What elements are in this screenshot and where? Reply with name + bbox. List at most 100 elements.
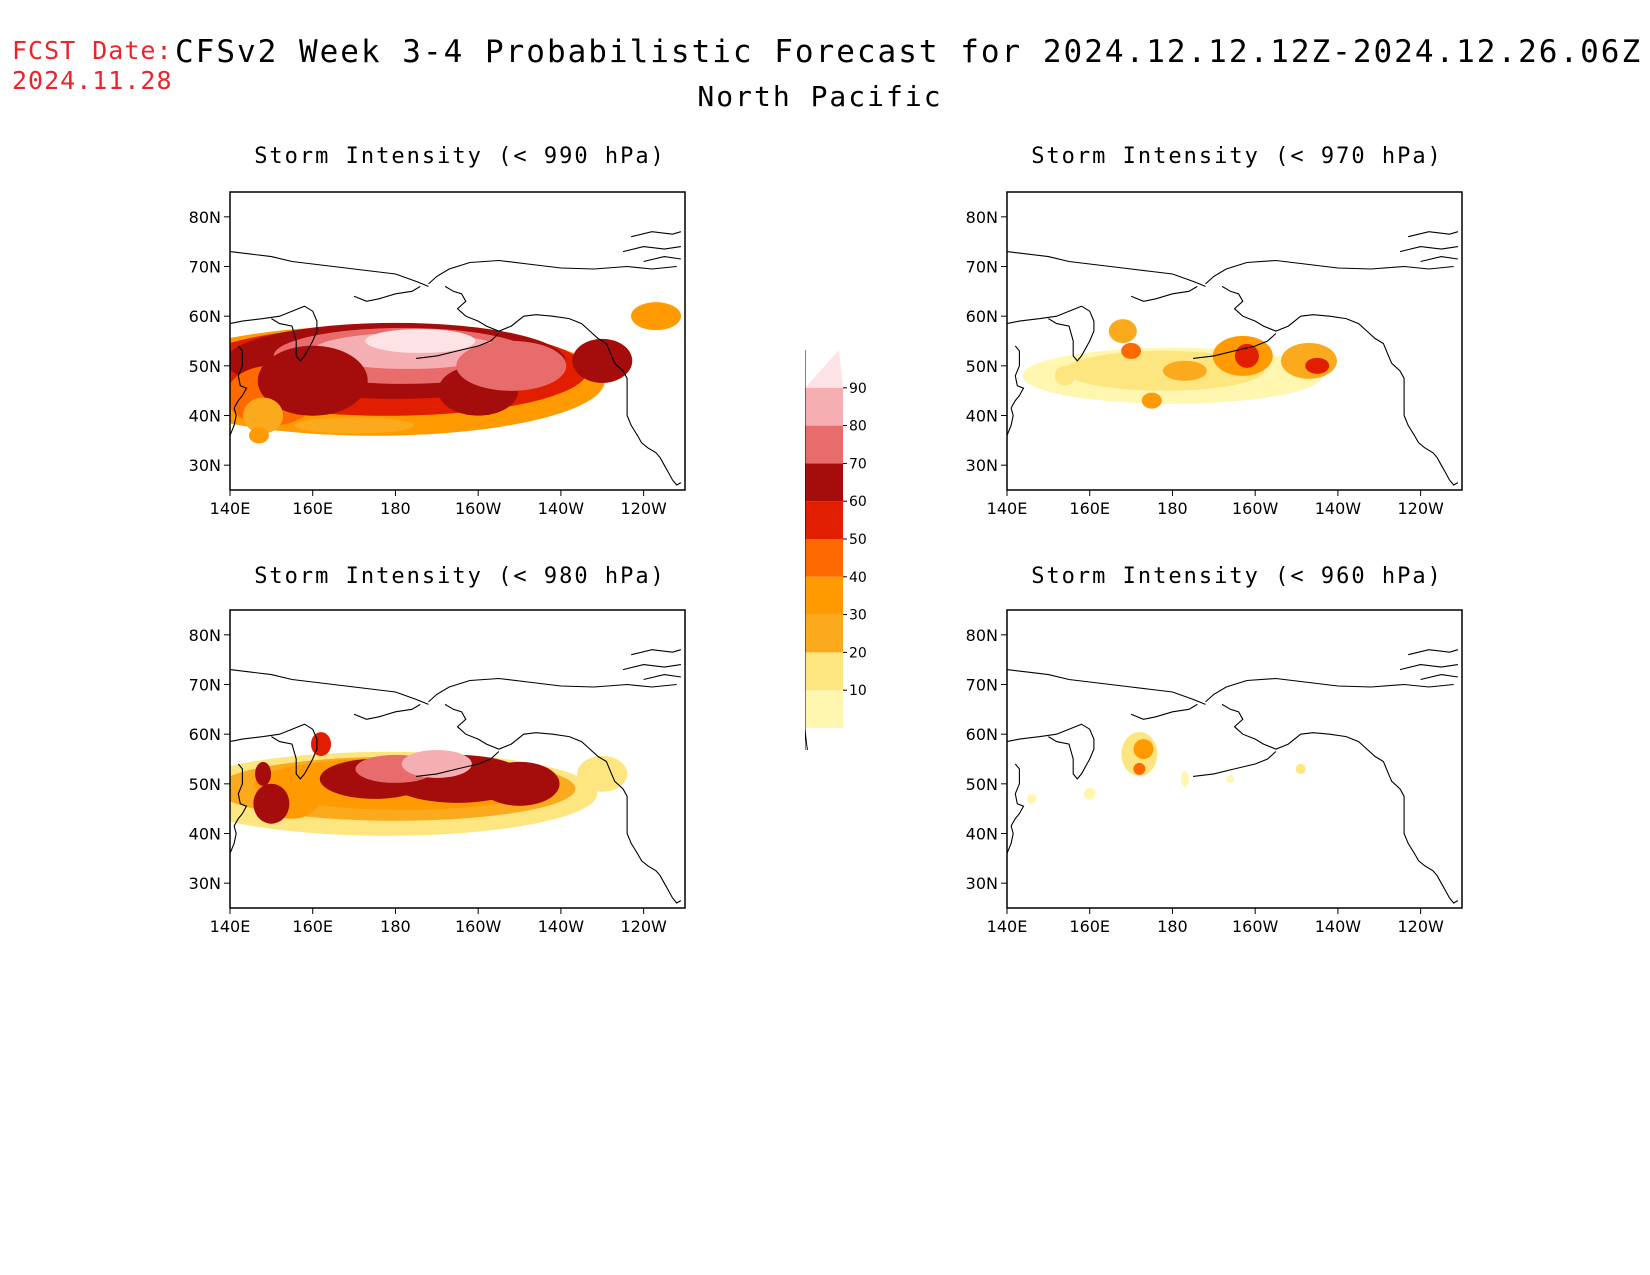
lat-tick-label: 70N bbox=[966, 258, 998, 277]
lat-tick-label: 60N bbox=[189, 725, 221, 744]
lon-tick-label: 140W bbox=[538, 499, 585, 518]
probability-patch bbox=[1226, 774, 1235, 783]
coastline bbox=[229, 251, 429, 287]
colorbar-tick-label: 10 bbox=[849, 683, 867, 699]
main-title: CFSv2 Week 3-4 Probabilistic Forecast fo… bbox=[175, 34, 1643, 70]
lon-tick-label: 160W bbox=[1232, 499, 1279, 518]
coastline bbox=[229, 723, 318, 780]
panel-title-960: Storm Intensity (< 960 hPa) bbox=[1031, 564, 1443, 589]
probability-patch bbox=[1026, 793, 1037, 804]
lon-tick-label: 140E bbox=[987, 917, 1028, 936]
lon-tick-label: 160W bbox=[455, 499, 502, 518]
lat-tick-label: 30N bbox=[189, 874, 221, 893]
coastline bbox=[1193, 751, 1277, 777]
lon-tick-label: 140E bbox=[987, 499, 1028, 518]
coastline bbox=[416, 333, 500, 359]
map-frame bbox=[1006, 191, 1463, 491]
probability-patch bbox=[1162, 360, 1207, 381]
coastline bbox=[444, 285, 682, 486]
lon-tick-label: 140E bbox=[210, 917, 251, 936]
probability-patch bbox=[294, 417, 415, 434]
probability-field bbox=[160, 302, 682, 444]
map-panel-960: 80N 70N 60N 50N 40N 30N 140E 160E 180 160W 140W 120… bbox=[937, 598, 1467, 938]
coastline bbox=[1205, 677, 1454, 703]
colorbar-tick-label: 90 bbox=[849, 381, 867, 397]
lat-tick-label: 40N bbox=[966, 407, 998, 426]
colorbar-tick-label: 30 bbox=[849, 608, 867, 624]
coastline bbox=[1420, 256, 1458, 263]
lon-tick-label: 180 bbox=[1157, 499, 1188, 518]
lon-tick-label: 160W bbox=[1232, 917, 1279, 936]
lat-tick-label: 30N bbox=[189, 456, 221, 475]
coastline bbox=[1130, 703, 1198, 720]
coastline bbox=[1006, 305, 1095, 362]
lat-tick-label: 80N bbox=[966, 626, 998, 645]
probability-patch bbox=[255, 761, 272, 786]
panel-title-980: Storm Intensity (< 980 hPa) bbox=[254, 564, 666, 589]
probability-patch bbox=[257, 345, 368, 416]
colorbar-segment bbox=[805, 576, 843, 615]
coastline bbox=[233, 345, 248, 409]
colorbar-tick-label: 50 bbox=[849, 532, 867, 548]
map-frame bbox=[229, 191, 686, 491]
fcst-label: FCST Date: bbox=[12, 36, 173, 65]
lat-tick-label: 30N bbox=[966, 456, 998, 475]
lon-tick-label: 160W bbox=[455, 917, 502, 936]
map-panel-990: 80N 70N 60N 50N 40N 30N 140E 160E 180 160W 140W 120… bbox=[160, 180, 690, 520]
panel-title-970: Storm Intensity (< 970 hPa) bbox=[1031, 144, 1443, 169]
lon-tick-label: 180 bbox=[1157, 917, 1188, 936]
lat-tick-label: 40N bbox=[189, 825, 221, 844]
probability-patch bbox=[456, 340, 567, 391]
coastline bbox=[631, 231, 682, 238]
lat-tick-label: 60N bbox=[966, 307, 998, 326]
colorbar-tick-label: 40 bbox=[849, 570, 867, 586]
colorbar-segment bbox=[805, 387, 843, 426]
coastline bbox=[622, 246, 681, 253]
colorbar-segment bbox=[805, 690, 843, 728]
coastlines bbox=[229, 231, 682, 486]
lon-tick-label: 140E bbox=[210, 499, 251, 518]
colorbar-segment bbox=[805, 652, 843, 691]
probability-patch bbox=[1133, 762, 1146, 775]
lon-tick-label: 180 bbox=[380, 499, 411, 518]
probability-patch bbox=[479, 761, 560, 806]
coastlines bbox=[1006, 649, 1459, 904]
lat-tick-label: 60N bbox=[966, 725, 998, 744]
probability-patch bbox=[1108, 319, 1137, 344]
lat-tick-label: 80N bbox=[189, 208, 221, 227]
coastline bbox=[643, 256, 681, 263]
colorbar-tick-label: 70 bbox=[849, 456, 867, 472]
probability-patch bbox=[311, 732, 331, 757]
coastline bbox=[1010, 763, 1025, 827]
coastline bbox=[428, 677, 677, 703]
coastline bbox=[1399, 664, 1458, 671]
probability-patch bbox=[572, 338, 633, 383]
lat-tick-label: 40N bbox=[189, 407, 221, 426]
lon-tick-label: 120W bbox=[620, 917, 667, 936]
coastlines bbox=[229, 649, 682, 904]
coastline bbox=[1006, 723, 1095, 780]
coastline bbox=[1006, 825, 1014, 854]
lon-tick-label: 120W bbox=[1397, 917, 1444, 936]
panel-title-990: Storm Intensity (< 990 hPa) bbox=[254, 144, 666, 169]
lat-tick-label: 80N bbox=[966, 208, 998, 227]
probability-patch bbox=[365, 329, 476, 353]
coastline bbox=[1010, 345, 1025, 409]
lon-tick-label: 140W bbox=[538, 917, 585, 936]
colorbar-segment bbox=[805, 501, 843, 539]
coastline bbox=[1006, 407, 1014, 436]
probability-patch bbox=[243, 397, 284, 434]
coastline bbox=[1399, 246, 1458, 253]
lat-tick-label: 50N bbox=[189, 357, 221, 376]
lat-tick-label: 50N bbox=[966, 775, 998, 794]
coastline bbox=[229, 407, 237, 436]
map-panel-970: 80N 70N 60N 50N 40N 30N 140E 160E 180 160W 140W 120… bbox=[937, 180, 1467, 520]
map-panel-980: 80N 70N 60N 50N 40N 30N 140E 160E 180 160W 140W 120… bbox=[160, 598, 690, 938]
coastline bbox=[1408, 231, 1459, 238]
lon-tick-label: 140W bbox=[1315, 917, 1362, 936]
coastline bbox=[1408, 649, 1459, 656]
probability-patch bbox=[1141, 392, 1162, 409]
coastline bbox=[233, 763, 248, 827]
coastline bbox=[643, 674, 681, 681]
probability-patch bbox=[631, 302, 682, 331]
